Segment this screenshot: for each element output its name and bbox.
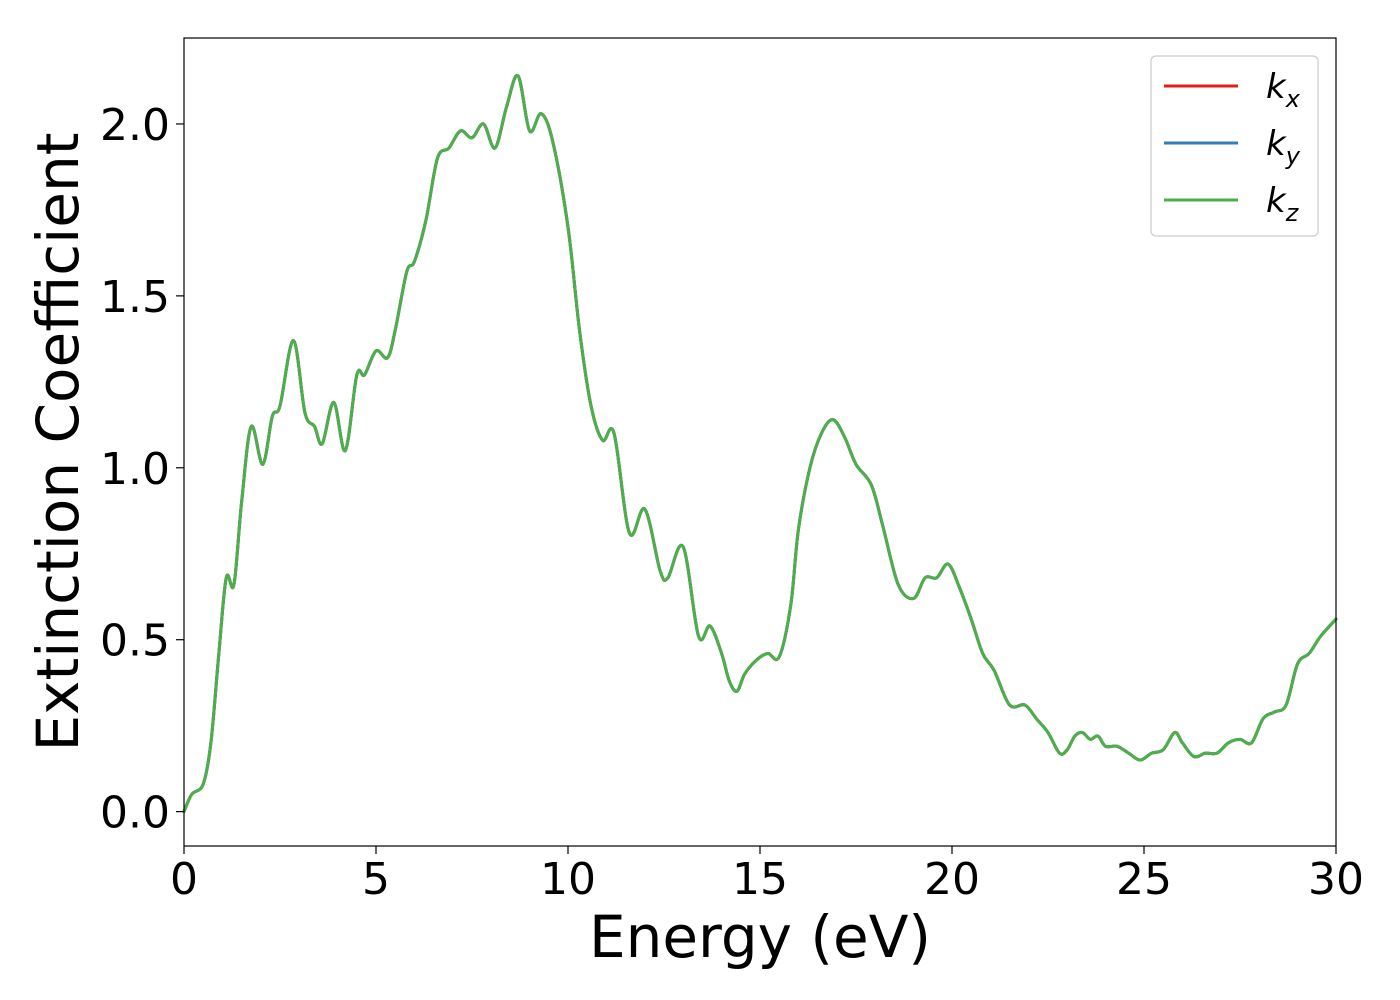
legend-box [1150, 55, 1319, 237]
legend-label-kx: kx [1266, 67, 1301, 113]
x-tick-label: 30 [1308, 854, 1364, 905]
y-tick-label: 2.0 [100, 100, 170, 151]
y-tick-label: 0.0 [100, 788, 170, 839]
y-axis-title: Extinction Coefficient [24, 133, 92, 752]
x-tick-label: 15 [732, 854, 788, 905]
legend-label-ky: ky [1266, 124, 1301, 170]
legend: kx ky kz [1150, 55, 1319, 237]
x-tick-label: 5 [362, 854, 390, 905]
x-tick-label: 0 [170, 854, 198, 905]
y-tick-label: 1.5 [100, 272, 170, 323]
series-layer [182, 74, 1338, 814]
y-axis-ticks: 0.0 0.5 1.0 1.5 2.0 [100, 100, 184, 839]
x-axis-ticks: 0 5 10 15 20 25 30 [170, 846, 1364, 905]
x-tick-label: 10 [540, 854, 596, 905]
x-axis-title: Energy (eV) [589, 903, 931, 971]
series-line-kz [182, 74, 1338, 814]
y-tick-label: 1.0 [100, 444, 170, 495]
x-tick-label: 20 [924, 854, 980, 905]
y-tick-label: 0.5 [100, 616, 170, 667]
legend-label-kz: kz [1266, 181, 1300, 227]
x-tick-label: 25 [1116, 854, 1172, 905]
